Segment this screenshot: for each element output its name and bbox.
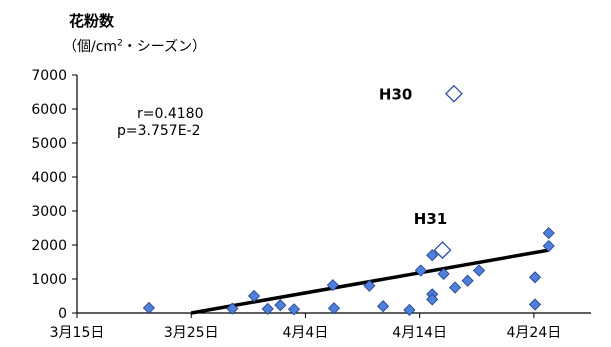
y-tick-label: 3000: [31, 204, 67, 220]
data-point: [226, 302, 239, 315]
x-ticks: 3月15日 3月25日 4月4日 4月14日 4月24日: [50, 313, 562, 341]
y-axis-unit-suffix: ・シーズン）: [122, 39, 207, 55]
data-point: [426, 293, 439, 306]
data-point: [414, 264, 427, 277]
y-axis-title: 花粉数: [69, 12, 115, 30]
y-tick-label: 4000: [31, 170, 67, 186]
data-point: [437, 267, 450, 280]
stat-p: p=3.757E-2: [117, 123, 201, 139]
points-group: [142, 84, 555, 317]
data-point: [472, 264, 486, 277]
data-point: [528, 298, 542, 311]
data-point: [274, 299, 287, 312]
data-point: [363, 279, 376, 292]
y-tick-label: 5000: [31, 136, 67, 152]
data-point: [426, 249, 439, 262]
data-point: [142, 301, 156, 314]
data-point: [261, 302, 274, 315]
stat-r: r=0.4180: [137, 106, 203, 122]
data-point: [287, 303, 301, 316]
y-axis-unit: （個/cm2・シーズン）: [63, 36, 206, 56]
y-tick-label: 7000: [31, 68, 67, 84]
x-tick-label: 4月4日: [283, 325, 329, 341]
highlight-point: [433, 241, 452, 260]
x-tick-label: 4月14日: [392, 325, 447, 341]
data-point: [461, 274, 474, 287]
data-point: [403, 303, 416, 317]
label-h30: H30: [379, 86, 412, 104]
x-tick-label: 3月25日: [164, 325, 219, 341]
data-point: [247, 289, 261, 303]
y-ticks: 0 1000 2000 3000 4000 5000 6000 7000: [31, 68, 77, 322]
y-tick-label: 2000: [31, 238, 67, 254]
y-axis-unit-sup: 2: [117, 38, 123, 49]
data-point: [542, 227, 555, 240]
label-h31: H31: [414, 210, 447, 228]
data-point: [542, 239, 555, 253]
y-axis-unit-prefix: （個/cm: [63, 39, 118, 55]
highlight-point: [445, 84, 463, 103]
data-point: [327, 302, 341, 315]
data-point: [377, 300, 390, 313]
y-tick-label: 6000: [31, 102, 67, 118]
data-point: [449, 281, 462, 294]
x-tick-label: 4月24日: [507, 325, 562, 341]
data-point: [326, 279, 339, 292]
data-point: [528, 271, 542, 284]
y-tick-label: 1000: [31, 272, 67, 288]
x-tick-label: 3月15日: [50, 325, 105, 341]
y-tick-label: 0: [58, 306, 67, 322]
